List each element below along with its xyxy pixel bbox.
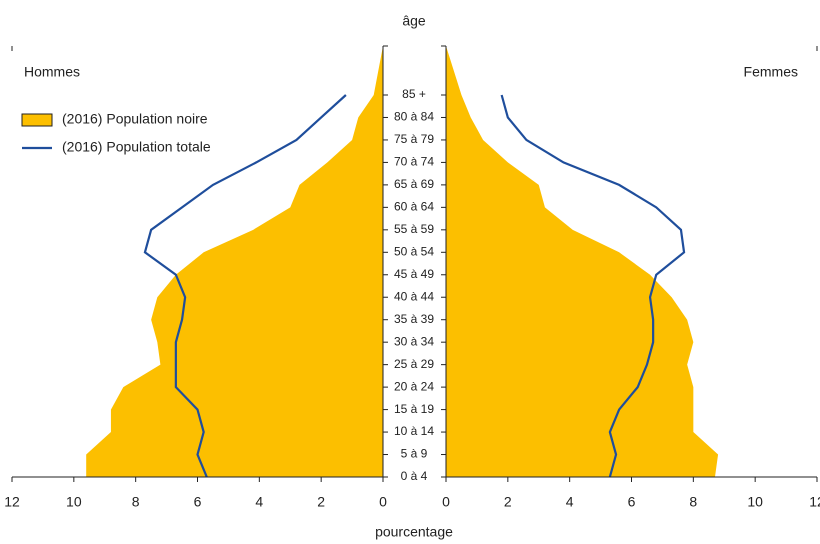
x-tick-label: 12	[809, 494, 820, 510]
x-tick-label: 0	[442, 494, 450, 510]
x-tick-label: 0	[379, 494, 387, 510]
age-label: 15 à 19	[394, 402, 434, 416]
age-label: 50 à 54	[394, 244, 434, 258]
x-tick-label: 12	[4, 494, 20, 510]
age-label: 70 à 74	[394, 155, 434, 169]
x-tick-label: 6	[194, 494, 202, 510]
age-label: 85 +	[402, 87, 426, 101]
age-label: 65 à 69	[394, 177, 434, 191]
age-label: 60 à 64	[394, 200, 434, 214]
age-label: 45 à 49	[394, 267, 434, 281]
line	[143, 94, 347, 478]
x-tick-label: 10	[747, 494, 763, 510]
age-label: 0 à 4	[401, 469, 428, 483]
age-label: 40 à 44	[394, 289, 434, 303]
legend-label: (2016) Population totale	[62, 139, 211, 155]
age-label: 5 à 9	[401, 447, 428, 461]
x-tick-label: 4	[255, 494, 263, 510]
x-tick-label: 2	[504, 494, 512, 510]
age-label: 20 à 24	[394, 379, 434, 393]
x-title: pourcentage	[375, 524, 453, 540]
panel-title: Femmes	[744, 64, 798, 80]
legend-label: (2016) Population noire	[62, 111, 208, 127]
x-tick-label: 6	[628, 494, 636, 510]
area	[446, 46, 719, 477]
age-label: 30 à 34	[394, 334, 434, 348]
age-label: 80 à 84	[394, 110, 434, 124]
x-tick-label: 8	[132, 494, 140, 510]
age-label: 55 à 59	[394, 222, 434, 236]
x-tick-label: 8	[689, 494, 697, 510]
legend-swatch	[21, 113, 53, 127]
x-tick-label: 10	[66, 494, 82, 510]
age-label: 25 à 29	[394, 357, 434, 371]
x-tick-label: 2	[317, 494, 325, 510]
line	[500, 94, 686, 478]
panel-title: Hommes	[24, 64, 80, 80]
age-label: 35 à 39	[394, 312, 434, 326]
age-label: 10 à 14	[394, 424, 434, 438]
x-tick-label: 4	[566, 494, 574, 510]
age-label: 75 à 79	[394, 132, 434, 146]
area	[86, 46, 383, 477]
age-title: âge	[402, 13, 426, 29]
